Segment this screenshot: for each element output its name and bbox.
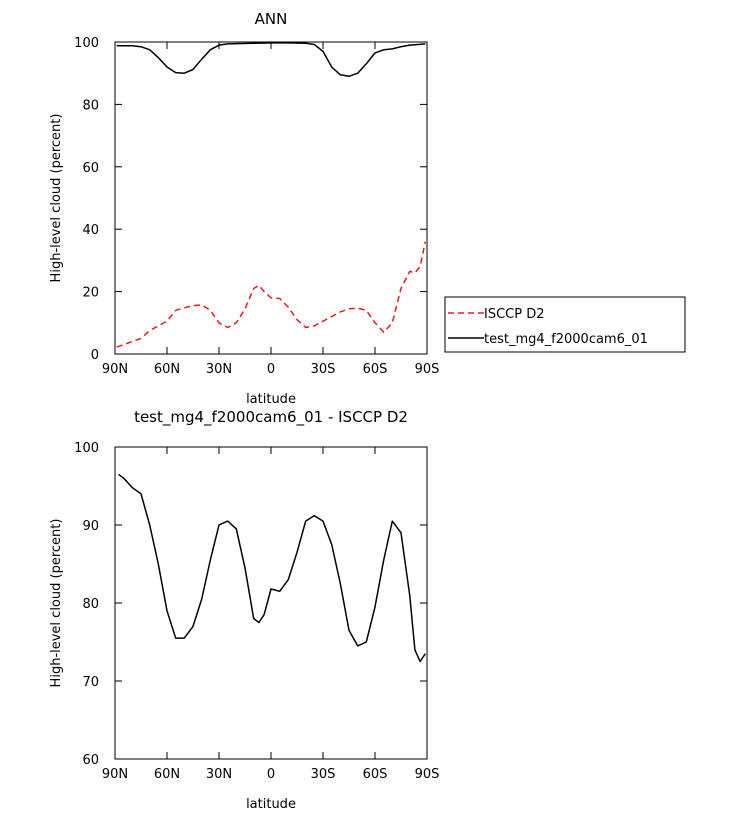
y-tick-label: 60 [82, 753, 99, 768]
panel-annual: ANN 90N 60N 30N 0 30S 60S 90S 0 20 40 60 80 100 lat… [49, 10, 439, 407]
x-tick-label: 30N [206, 767, 232, 782]
series-line-0 [116, 241, 427, 348]
x-tick-label: 60N [154, 767, 180, 782]
x-tick-label: 30N [206, 362, 232, 377]
x-tick-label: 60S [363, 767, 388, 782]
y-tick-label: 90 [82, 519, 99, 534]
x-tick-label: 60S [363, 362, 388, 377]
x-tick-label: 60N [154, 362, 180, 377]
y-tick-label: 0 [91, 348, 99, 363]
series-line-1 [116, 42, 426, 78]
x-tick-label: 30S [311, 362, 336, 377]
x-tick-label: 90S [415, 767, 440, 782]
y-tick-label: 70 [82, 675, 99, 690]
y-tick-label: 60 [82, 161, 99, 176]
plot-frame [114, 446, 428, 760]
y-axis: 60 70 80 90 100 [74, 441, 427, 768]
y-tick-label: 20 [82, 286, 99, 301]
x-tick-label: 90N [102, 362, 128, 377]
chart-title: ANN [255, 10, 288, 28]
series-layer [116, 42, 427, 348]
legend-box [444, 296, 686, 353]
x-tick-label: 90N [102, 767, 128, 782]
legend: ISCCP D2 test_mg4_f2000cam6_01 [444, 296, 686, 353]
chart-title: test_mg4_f2000cam6_01 - ISCCP D2 [134, 408, 408, 427]
plot-frame [114, 41, 428, 355]
y-tick-label: 40 [82, 223, 99, 238]
x-tick-label: 0 [267, 362, 275, 377]
y-tick-label: 100 [74, 441, 99, 456]
y-axis: 0 20 40 60 80 100 [74, 36, 427, 363]
legend-label-isccp: ISCCP D2 [484, 307, 545, 322]
x-axis: 90N 60N 30N 0 30S 60S 90S [102, 42, 440, 377]
series-layer [118, 473, 426, 663]
y-axis-label: High-level cloud (percent) [49, 519, 64, 688]
y-tick-label: 80 [82, 597, 99, 612]
x-tick-label: 30S [311, 767, 336, 782]
y-tick-label: 80 [82, 98, 99, 113]
x-tick-label: 0 [267, 767, 275, 782]
panel-difference: test_mg4_f2000cam6_01 - ISCCP D2 90N 60N 3… [49, 408, 439, 812]
series-line-0 [118, 473, 426, 663]
legend-label-model: test_mg4_f2000cam6_01 [484, 332, 648, 347]
x-axis-label: latitude [246, 392, 296, 407]
y-axis-label: High-level cloud (percent) [49, 114, 64, 283]
x-axis: 90N 60N 30N 0 30S 60S 90S [102, 447, 440, 782]
x-axis-label: latitude [246, 797, 296, 812]
x-tick-label: 90S [415, 362, 440, 377]
y-tick-label: 100 [74, 36, 99, 51]
